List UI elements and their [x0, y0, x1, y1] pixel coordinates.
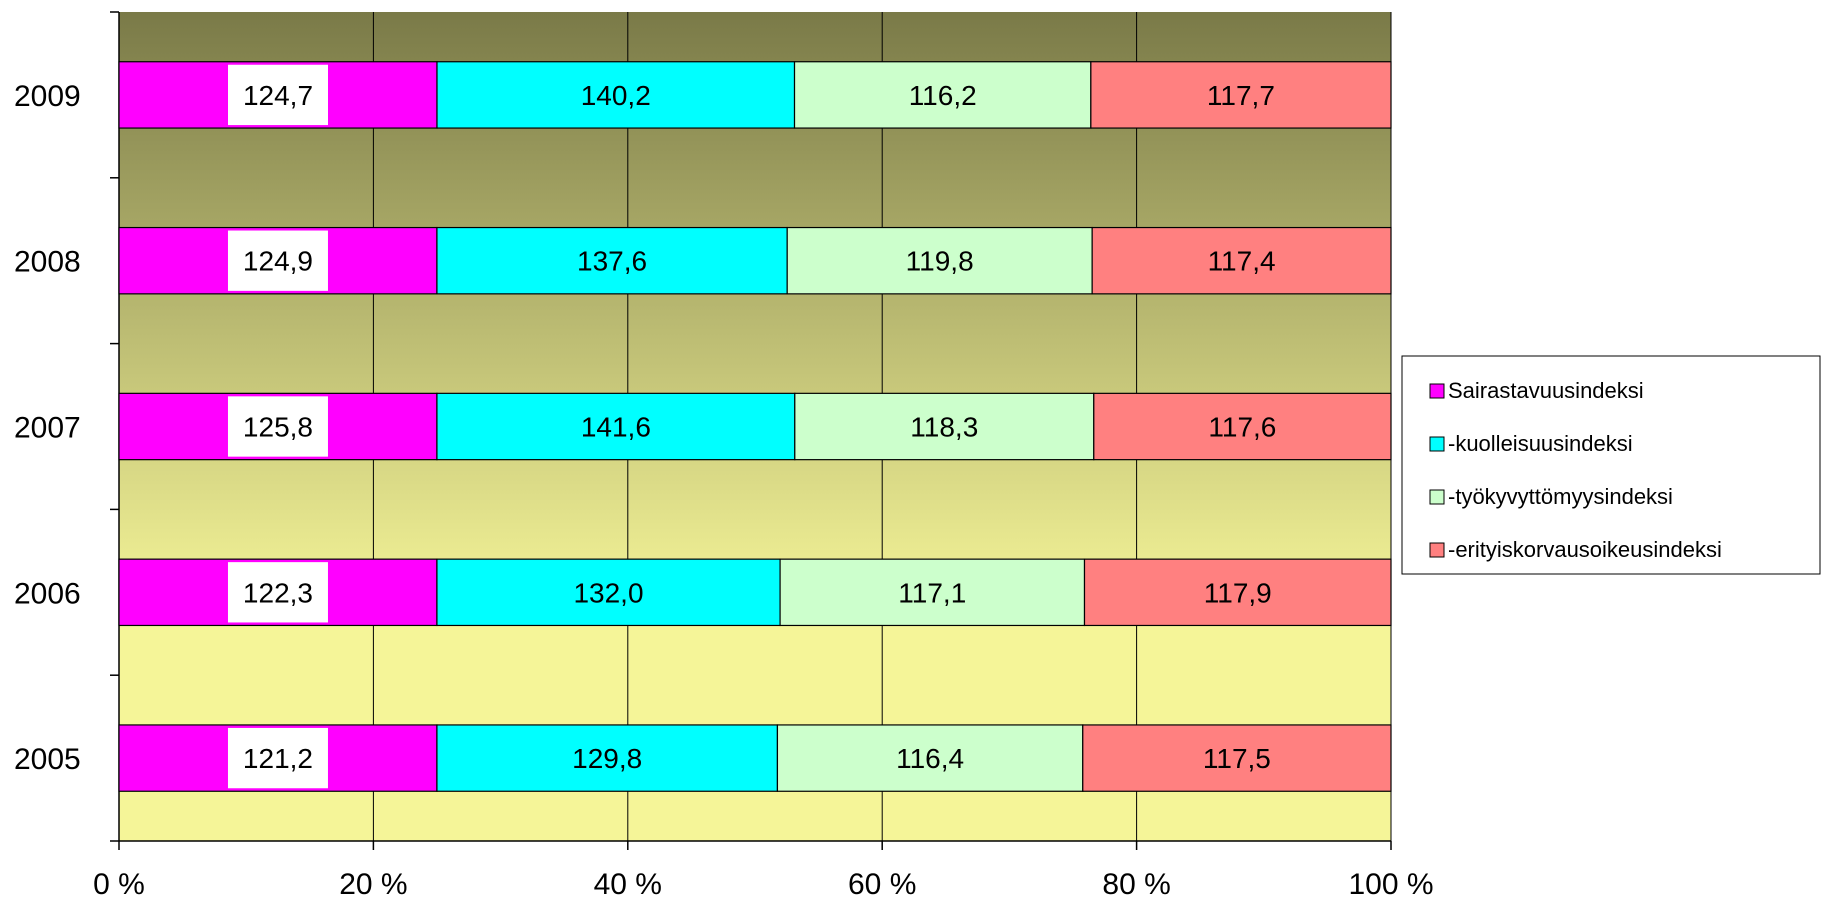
bar-segment — [1090, 61, 1392, 129]
data-label: 124,7 — [243, 80, 313, 111]
legend-swatch — [1429, 542, 1445, 558]
x-tick-labels: 0 % 20 % 40 % 60 % 80 % 100 % — [93, 868, 1433, 901]
bars: 124,7 140,2 116,2 117,7 124,9 137,6 119,8 117,4… — [118, 61, 1392, 792]
legend-label: -työkyvyttömyysindeksi — [1448, 484, 1673, 509]
data-label: 117,4 — [1208, 246, 1276, 277]
category-label: 2008 — [14, 246, 81, 279]
data-label: 124,9 — [243, 246, 313, 277]
category-label: 2006 — [14, 577, 81, 610]
data-label: 117,7 — [1207, 80, 1275, 111]
bar-segment — [786, 226, 1093, 295]
data-label: 117,1 — [898, 577, 966, 608]
legend-swatch — [1429, 383, 1445, 399]
data-label: 118,3 — [910, 412, 978, 443]
bar-segment — [436, 724, 779, 792]
data-label: 141,6 — [581, 412, 651, 443]
data-label: 122,3 — [243, 577, 313, 608]
x-tick-label: 0 % — [93, 868, 145, 901]
data-label-background — [227, 396, 328, 457]
data-label-background — [227, 230, 328, 291]
data-label: 132,0 — [573, 577, 643, 608]
bar-segment — [1093, 392, 1392, 461]
category-label: 2009 — [14, 80, 81, 113]
bar-segment — [436, 226, 788, 295]
data-label: 117,9 — [1204, 577, 1272, 608]
data-label: 116,2 — [909, 80, 977, 111]
data-label: 116,4 — [896, 743, 964, 774]
data-label-background — [227, 562, 328, 623]
data-label: 125,8 — [243, 412, 313, 443]
legend: Sairastavuusindeksi -kuolleisuusindeksi -t… — [1401, 355, 1821, 575]
data-label-background — [227, 727, 328, 789]
bar-segment — [793, 61, 1092, 129]
x-tick-label: 80 % — [1102, 868, 1170, 901]
bar-segment — [794, 392, 1095, 461]
data-label: 117,5 — [1203, 743, 1271, 774]
x-tick-label: 40 % — [594, 868, 662, 901]
data-label: 119,8 — [906, 246, 974, 277]
data-label: 117,6 — [1208, 412, 1276, 443]
data-label-background — [228, 64, 328, 126]
x-tick-label: 20 % — [339, 868, 407, 901]
bar-segment — [1082, 724, 1392, 792]
category-label: 2005 — [14, 743, 81, 776]
bar-segment — [1083, 558, 1392, 627]
x-tick-label: 100 % — [1348, 868, 1433, 901]
legend-label: Sairastavuusindeksi — [1448, 378, 1644, 403]
bar-segment — [776, 724, 1084, 792]
data-label: 121,2 — [243, 743, 313, 774]
data-label: 137,6 — [577, 246, 647, 277]
legend-swatch — [1429, 436, 1445, 452]
bar-segment — [779, 558, 1086, 627]
bar-segment — [1091, 226, 1392, 295]
data-label: 129,8 — [572, 743, 642, 774]
x-tick-label: 60 % — [848, 868, 916, 901]
legend-box — [1401, 355, 1821, 575]
bar-segment — [436, 392, 796, 461]
legend-label: -erityiskorvausoikeusindeksi — [1448, 537, 1722, 562]
category-labels: 2009 2008 2007 2006 2005 — [14, 80, 81, 776]
legend-swatch — [1429, 489, 1445, 505]
legend-label: -kuolleisuusindeksi — [1448, 431, 1633, 456]
data-label: 140,2 — [581, 80, 651, 111]
bar-segment — [436, 61, 796, 129]
category-label: 2007 — [14, 412, 81, 445]
